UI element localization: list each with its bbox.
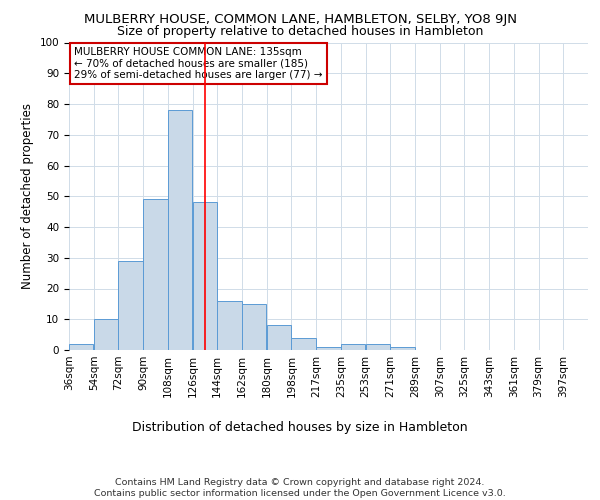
Bar: [168, 110, 193, 350]
Bar: [193, 202, 217, 350]
Bar: [267, 326, 291, 350]
Bar: [292, 338, 316, 350]
Y-axis label: Number of detached properties: Number of detached properties: [21, 104, 34, 289]
Bar: [118, 261, 143, 350]
Bar: [94, 320, 118, 350]
Bar: [390, 347, 415, 350]
Text: MULBERRY HOUSE COMMON LANE: 135sqm
← 70% of detached houses are smaller (185)
29: MULBERRY HOUSE COMMON LANE: 135sqm ← 70%…: [74, 47, 323, 80]
Bar: [242, 304, 266, 350]
Bar: [316, 347, 341, 350]
Text: Distribution of detached houses by size in Hambleton: Distribution of detached houses by size …: [132, 421, 468, 434]
Bar: [143, 200, 167, 350]
Text: MULBERRY HOUSE, COMMON LANE, HAMBLETON, SELBY, YO8 9JN: MULBERRY HOUSE, COMMON LANE, HAMBLETON, …: [83, 12, 517, 26]
Bar: [365, 344, 390, 350]
Text: Size of property relative to detached houses in Hambleton: Size of property relative to detached ho…: [117, 25, 483, 38]
Text: Contains HM Land Registry data © Crown copyright and database right 2024.
Contai: Contains HM Land Registry data © Crown c…: [94, 478, 506, 498]
Bar: [69, 344, 94, 350]
Bar: [341, 344, 365, 350]
Bar: [217, 301, 242, 350]
